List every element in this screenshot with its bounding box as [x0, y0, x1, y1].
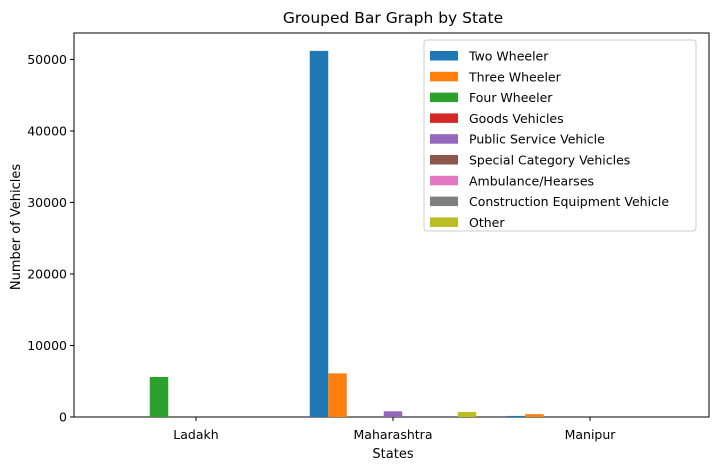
legend-swatch: [430, 155, 458, 165]
legend: Two Wheeler Three Wheeler Four Wheeler Good…: [423, 39, 697, 232]
legend-entry-label: Public Service Vehicle: [469, 132, 605, 147]
x-axis-ticks: Ladakh Maharashtra Manipur: [173, 417, 616, 442]
legend-swatch: [430, 134, 458, 144]
x-tick-label: Manipur: [565, 427, 617, 442]
legend-swatch: [430, 175, 458, 186]
bar-maharashtra-two-wheeler: [309, 50, 329, 417]
bar-ladakh-four-wheeler: [149, 376, 169, 417]
legend-entry-label: Other: [469, 215, 505, 230]
legend-swatch: [430, 71, 458, 82]
legend-frame: [423, 39, 697, 232]
legend-entry-label: Ambulance/Hearses: [469, 173, 594, 188]
legend-entry-label: Two Wheeler: [468, 49, 549, 64]
legend-entry-label: Special Category Vehicles: [469, 153, 630, 168]
bar-manipur-two-wheeler: [506, 415, 526, 417]
legend-entry-label: Construction Equipment Vehicle: [469, 194, 669, 209]
x-tick-label: Maharashtra: [354, 427, 433, 442]
x-axis-label: States: [372, 447, 413, 462]
legend-swatch: [430, 51, 458, 61]
bar-maharashtra-public-service-vehicle: [383, 411, 403, 417]
y-axis-label: Number of Vehicles: [9, 164, 24, 291]
y-tick-label: 0: [59, 410, 67, 425]
y-tick-label: 40000: [27, 123, 67, 138]
y-tick-label: 50000: [27, 52, 67, 67]
y-tick-label: 10000: [27, 338, 67, 353]
legend-entry-label: Four Wheeler: [469, 90, 553, 105]
legend-swatch: [430, 196, 458, 207]
bar-maharashtra-other: [457, 411, 477, 417]
chart-title: Grouped Bar Graph by State: [283, 9, 503, 27]
bar-maharashtra-three-wheeler: [328, 373, 347, 417]
legend-swatch: [430, 113, 458, 123]
legend-swatch: [430, 92, 458, 103]
y-axis-ticks: 0 10000 20000 30000 40000 50000: [27, 52, 74, 425]
legend-entry-label: Goods Vehicles: [469, 111, 564, 126]
bars-group: [149, 50, 544, 417]
y-tick-label: 30000: [27, 195, 67, 210]
legend-swatch: [430, 217, 458, 227]
legend-entry-label: Three Wheeler: [468, 69, 562, 84]
y-tick-label: 20000: [27, 266, 67, 281]
x-tick-label: Ladakh: [173, 427, 218, 442]
bar-manipur-three-wheeler: [525, 414, 544, 417]
